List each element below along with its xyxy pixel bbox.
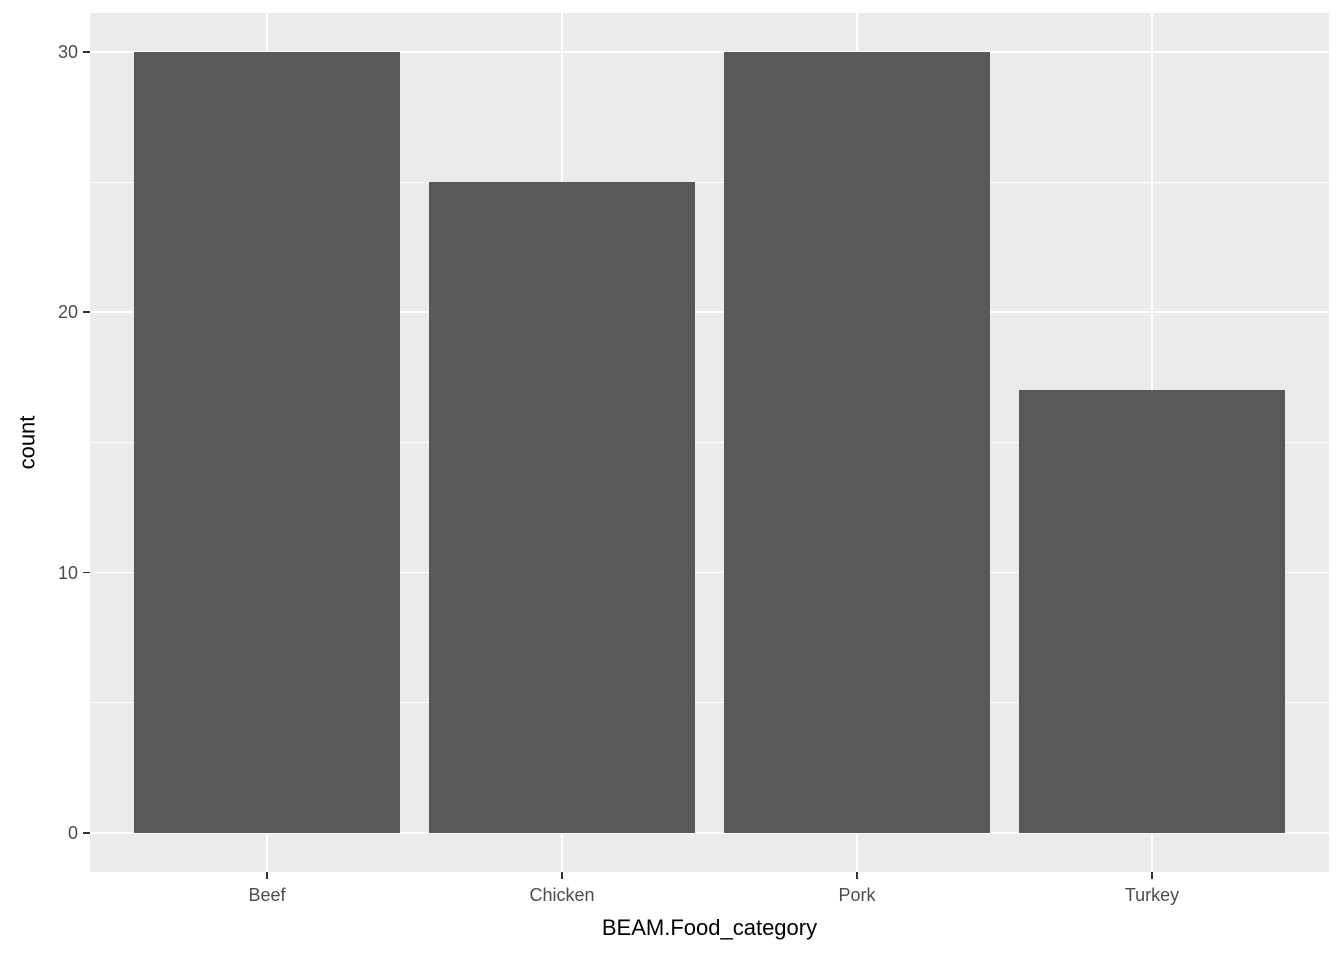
- x-tick-label-beef: Beef: [248, 885, 286, 905]
- x-tick-label-chicken: Chicken: [529, 885, 595, 905]
- y-axis-title: count: [14, 415, 40, 470]
- gridline-major-y-20: [90, 311, 1329, 314]
- y-tick-label-30: 30: [57, 42, 78, 63]
- y-tick-label-10: 10: [57, 562, 78, 583]
- y-tick-mark-20: [83, 311, 90, 314]
- x-tick-mark-turkey: [1151, 872, 1153, 879]
- x-tick-label-pork: Pork: [838, 885, 876, 905]
- y-tick-mark-10: [83, 571, 90, 574]
- gridline-major-y-10: [90, 571, 1329, 574]
- x-tick-mark-pork: [856, 872, 858, 879]
- bar-beef: [134, 52, 400, 833]
- x-tick-mark-beef: [266, 872, 268, 879]
- y-tick-label-20: 20: [57, 302, 78, 323]
- gridline-major-y-0: [90, 832, 1329, 834]
- y-tick-label-0: 0: [67, 822, 78, 843]
- x-axis-title: BEAM.Food_category: [601, 915, 818, 940]
- x-tick-label-turkey: Turkey: [1124, 885, 1180, 905]
- bar-pork: [724, 52, 990, 833]
- gridline-minor-y-25: [90, 181, 1329, 183]
- bar-turkey: [1019, 390, 1285, 833]
- x-tick-mark-chicken: [561, 872, 563, 879]
- y-tick-mark-30: [83, 51, 90, 53]
- gridline-minor-y-15: [90, 442, 1329, 443]
- gridline-minor-y-5: [90, 702, 1329, 704]
- gridline-major-y-30: [90, 51, 1329, 53]
- bar-chicken: [429, 182, 695, 833]
- y-tick-mark-0: [83, 832, 90, 834]
